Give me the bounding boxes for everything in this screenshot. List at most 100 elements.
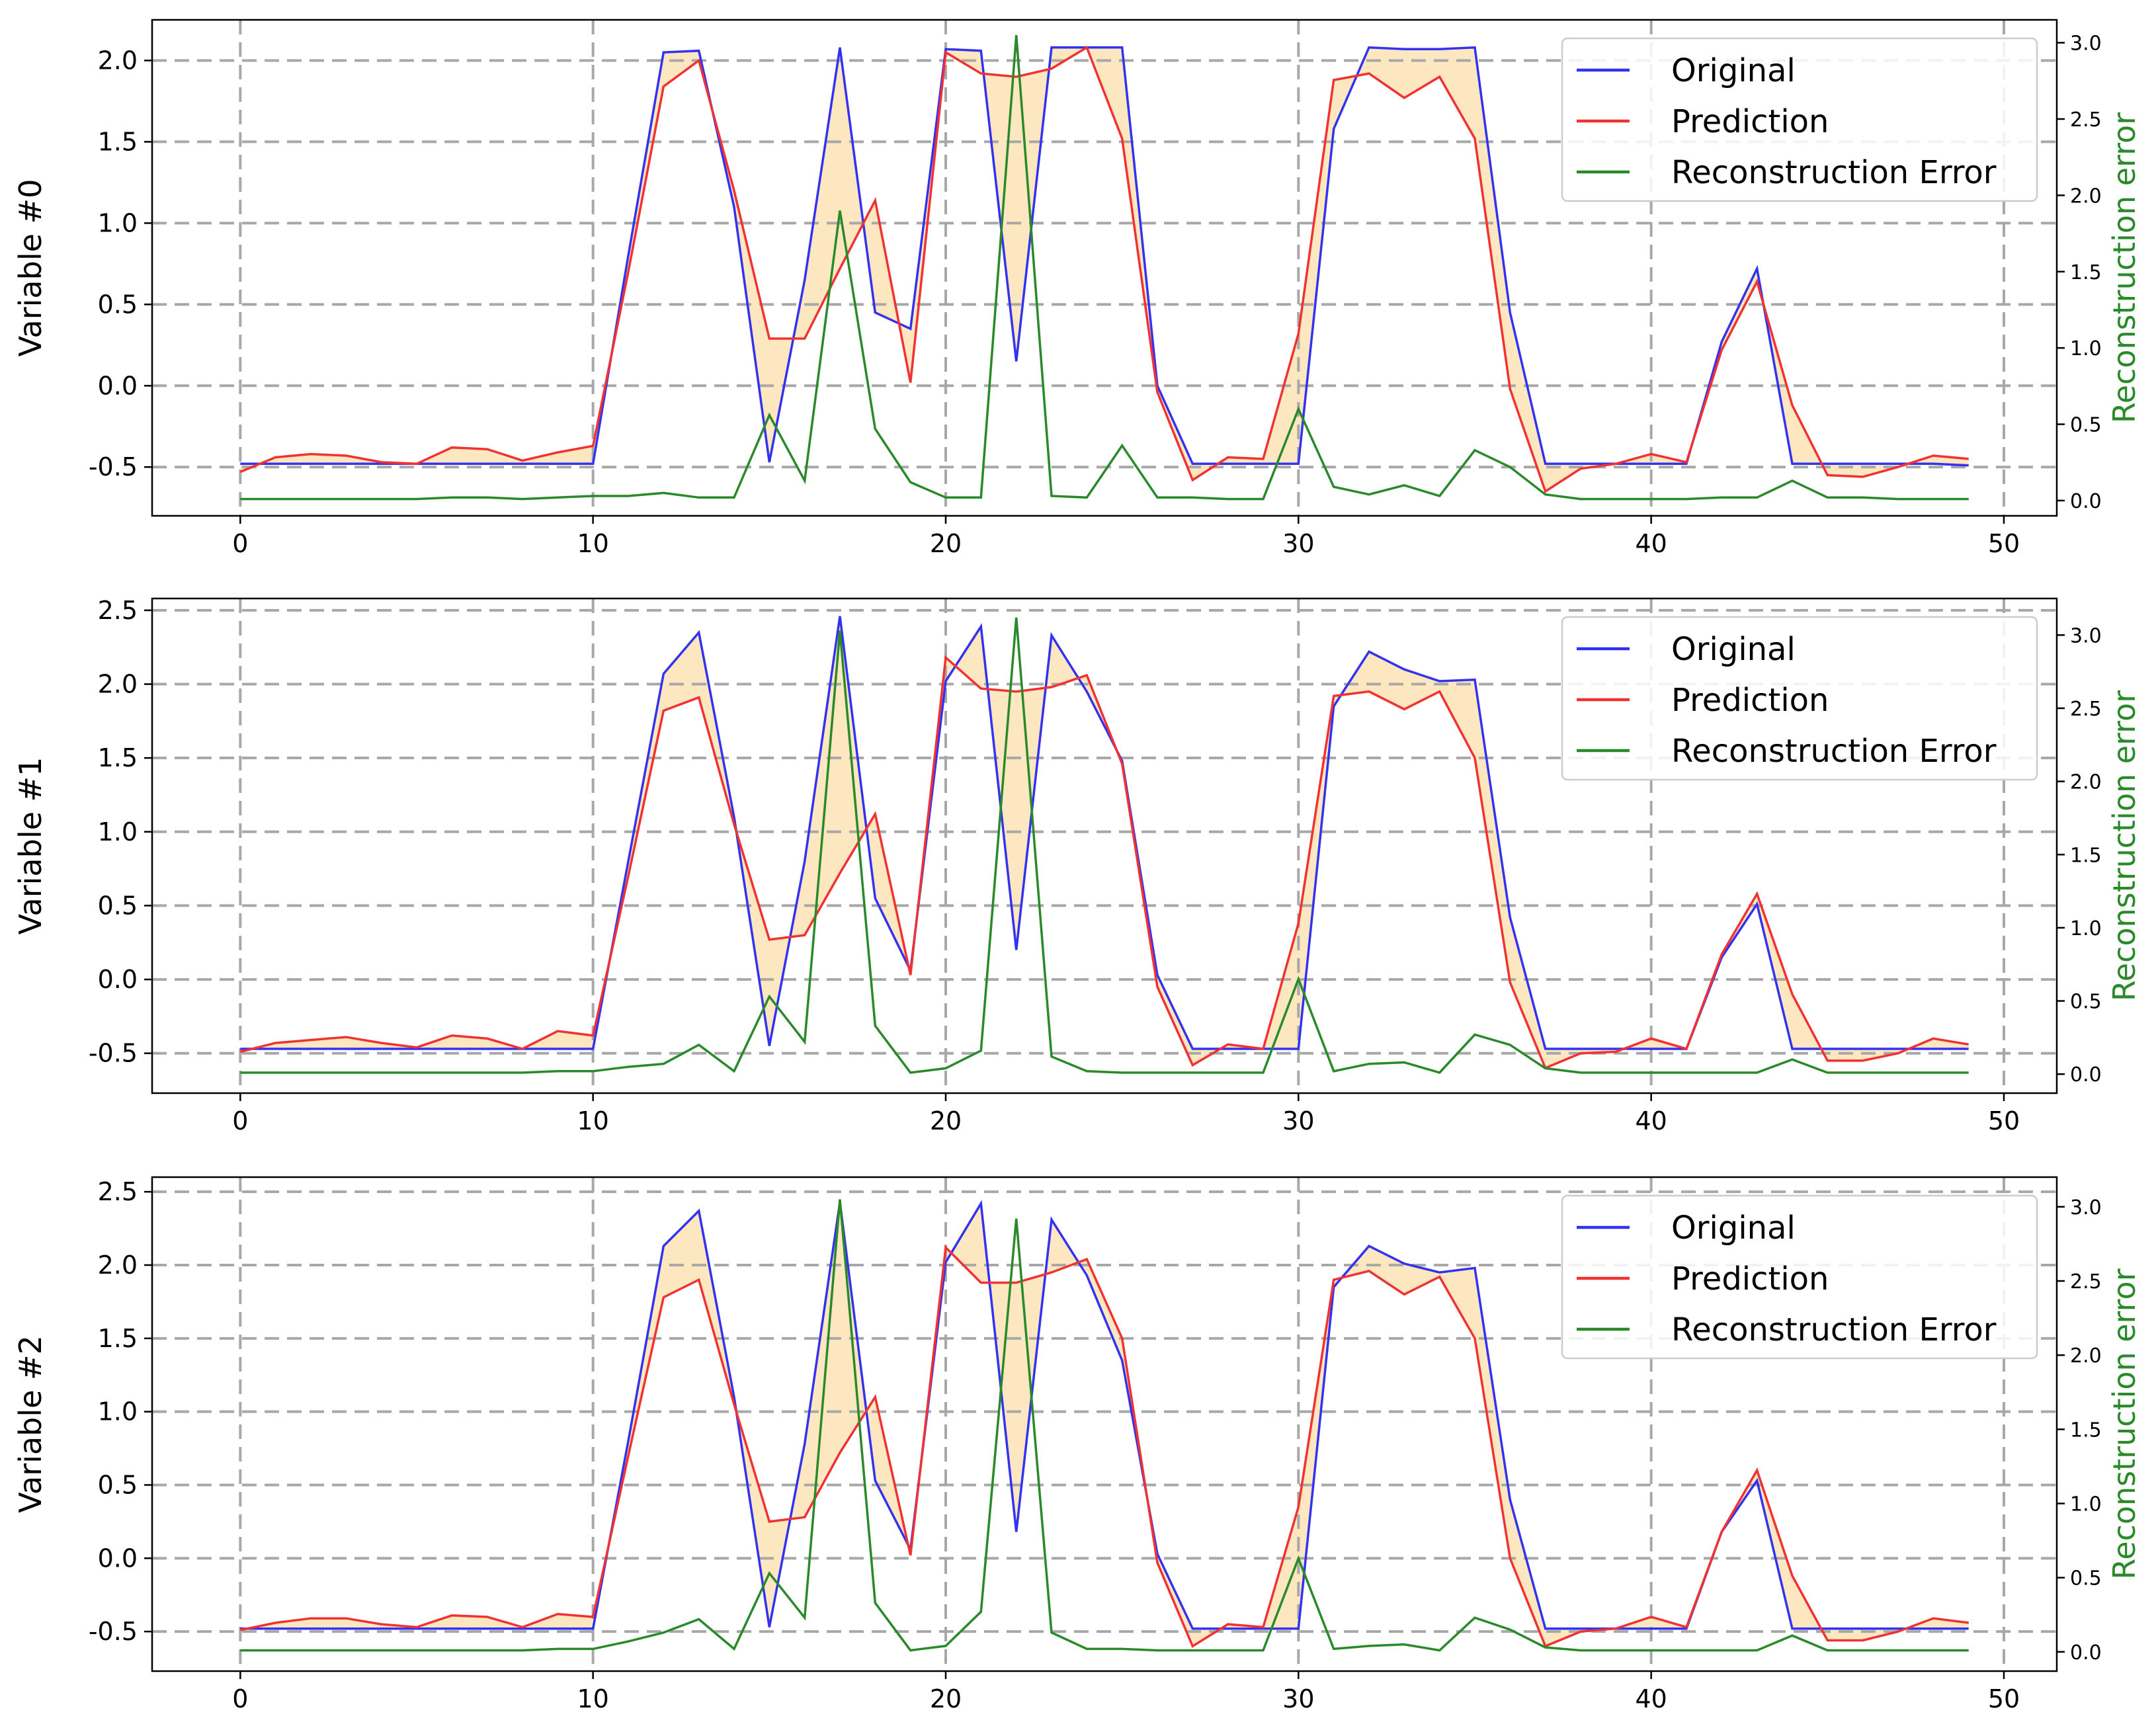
x-tick-label: 50 [1988,1106,2020,1135]
y2-tick-label: 1.0 [2070,917,2102,940]
y-tick-label: 0.5 [98,1470,138,1499]
y-tick-label: 1.0 [98,1397,138,1426]
y-tick-label: 2.0 [98,46,138,75]
y-tick-label: -0.5 [89,1617,138,1646]
series-line-reconstruction-error [240,34,1969,501]
y2-tick-label: 2.5 [2070,1270,2102,1294]
x-tick-label: 40 [1635,529,1667,558]
y-tick-label: 2.5 [98,596,138,625]
legend: Original Prediction Reconstruction Error [1561,1194,2038,1360]
y2-tick-label: 0.5 [2070,1567,2102,1590]
legend-label-prediction: Prediction [1671,1260,1829,1297]
subplot-0: 0 10 20 30 40 50 -0.5 0.0 0.5 1.0 1.5 2.0 0.0 0.5 1.0 1… [13,19,2142,558]
y-tick-label: 2.5 [98,1177,138,1206]
axes-frame [151,597,2058,1094]
legend-label-reconstruction-error: Reconstruction Error [1671,733,1997,770]
legend-label-prediction: Prediction [1671,103,1829,140]
y2-tick-label: 1.5 [2070,1419,2102,1442]
fill-between-area [240,47,1969,492]
x-tick-label: 30 [1282,529,1314,558]
y-tick-label: 0.5 [98,290,138,319]
y2-tick-label: 2.0 [2070,1344,2102,1368]
y2-tick-label: 0.0 [2070,1641,2102,1665]
y-tick-label: 1.0 [98,208,138,237]
axes-frame [151,19,2058,517]
y-tick-label: 1.0 [98,817,138,846]
y-tick-label: -0.5 [89,1039,138,1068]
series-line-prediction [239,655,1969,1070]
series-line-prediction [239,1245,1969,1648]
legend-label-original: Original [1671,1210,1796,1247]
series-line-reconstruction-error [240,617,1969,1074]
y-tick-label: 0.0 [98,1543,138,1573]
y-tick-label: 0.0 [98,371,138,400]
x-tick-label: 10 [577,1106,608,1135]
y-tick-label: 2.0 [98,670,138,699]
x-tick-label: 10 [577,1684,608,1713]
series-line-original [240,46,1969,467]
x-tick-label: 50 [1988,1684,2020,1713]
series-line-reconstruction-error [240,1199,1969,1652]
y-axis-label: Variable #1 [13,757,48,935]
x-tick-label: 0 [232,1106,248,1135]
y2-tick-label: 0.5 [2070,414,2102,437]
legend-label-reconstruction-error: Reconstruction Error [1671,1311,1997,1348]
y-axis-label: Variable #0 [13,179,48,357]
x-tick-label: 0 [232,1684,248,1713]
series-line-original [240,616,1969,1050]
y2-tick-label: 1.5 [2070,261,2102,284]
x-tick-label: 20 [930,529,962,558]
y2-tick-label: 1.5 [2070,844,2102,867]
y2-tick-label: 0.0 [2070,490,2102,513]
y2-tick-label: 3.0 [2070,32,2102,56]
y-tick-label: -0.5 [89,452,138,481]
x-tick-label: 50 [1988,529,2020,558]
series-line-original [240,1200,1969,1630]
y2-tick-label: 1.0 [2070,1493,2102,1516]
y-tick-label: 2.0 [98,1251,138,1280]
y2-tick-label: 0.5 [2070,991,2102,1014]
y2-tick-label: 2.0 [2070,771,2102,794]
legend-box [1561,37,2038,202]
y2-axis-label: Reconstruction error [2106,690,2142,1001]
y2-tick-label: 2.0 [2070,185,2102,208]
y-tick-label: 0.0 [98,965,138,994]
x-tick-label: 30 [1282,1106,1314,1135]
y2-tick-label: 3.0 [2070,624,2102,647]
legend: Original Prediction Reconstruction Error [1561,616,2038,781]
subplot-1: 0 10 20 30 40 50 -0.5 0.0 0.5 1.0 1.5 2.0 2.5 0.0 0.5 1… [13,596,2142,1135]
y-tick-label: 1.5 [98,1324,138,1353]
y2-tick-label: 0.0 [2070,1063,2102,1087]
y2-tick-label: 2.5 [2070,108,2102,132]
y-axis-label: Variable #2 [13,1335,48,1513]
legend: Original Prediction Reconstruction Error [1561,37,2038,202]
x-tick-label: 0 [232,529,248,558]
y2-tick-label: 1.0 [2070,337,2102,360]
x-tick-label: 20 [930,1684,962,1713]
x-tick-label: 30 [1282,1684,1314,1713]
y-tick-label: 0.5 [98,891,138,920]
legend-label-reconstruction-error: Reconstruction Error [1671,154,1997,191]
x-tick-label: 10 [577,529,608,558]
x-tick-label: 40 [1635,1106,1667,1135]
legend-label-original: Original [1671,631,1796,668]
legend-label-original: Original [1671,52,1796,89]
series-line-prediction [239,46,1969,493]
y2-axis-label: Reconstruction error [2106,1268,2142,1579]
y2-axis-label: Reconstruction error [2106,112,2142,423]
x-tick-label: 40 [1635,1684,1667,1713]
subplot-2: 0 10 20 30 40 50 -0.5 0.0 0.5 1.0 1.5 2.0 2.5 0.0 0.5 1… [13,1176,2142,1713]
y2-tick-label: 3.0 [2070,1196,2102,1219]
fill-between-area [240,616,1969,1068]
legend-label-prediction: Prediction [1671,682,1829,719]
x-tick-label: 20 [930,1106,962,1135]
legend-box [1561,616,2038,781]
fill-between-area [240,1202,1969,1647]
y2-tick-label: 2.5 [2070,698,2102,721]
y-tick-label: 1.5 [98,743,138,772]
legend-box [1561,1194,2038,1360]
y-tick-label: 1.5 [98,127,138,156]
axes-frame [151,1176,2058,1672]
